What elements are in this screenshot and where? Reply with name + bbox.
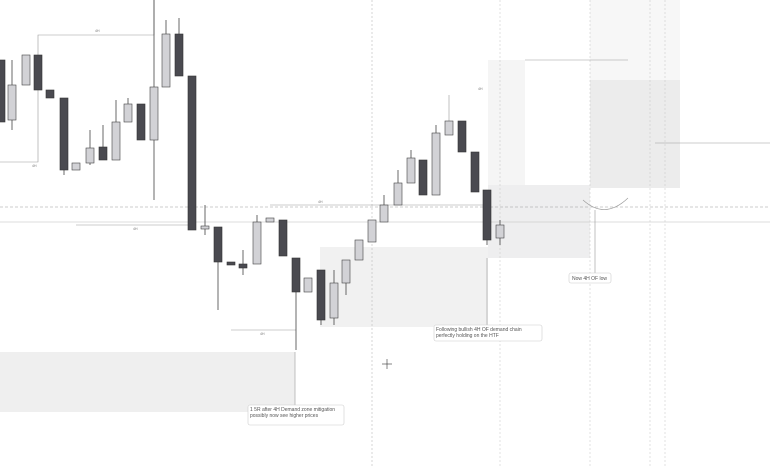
label: 4H [478, 87, 483, 91]
annotation-text: 1 5R after 4H Demand zone mitigation pos… [250, 407, 336, 419]
candles [0, 0, 505, 350]
label: 4H [95, 29, 100, 33]
annotation-text: Now 4H OF low [572, 276, 607, 282]
annotation: Following bullish 4H OF demand chain per… [433, 324, 543, 342]
annotation: Now 4H OF low [568, 272, 612, 284]
label: 4H [133, 227, 138, 231]
annotation-text: Following bullish 4H OF demand chain per… [436, 327, 522, 339]
annotation: 1 5R after 4H Demand zone mitigation pos… [247, 404, 345, 426]
label: 4H [318, 200, 323, 204]
label: 4H [32, 164, 37, 168]
label: 4H [260, 332, 265, 336]
